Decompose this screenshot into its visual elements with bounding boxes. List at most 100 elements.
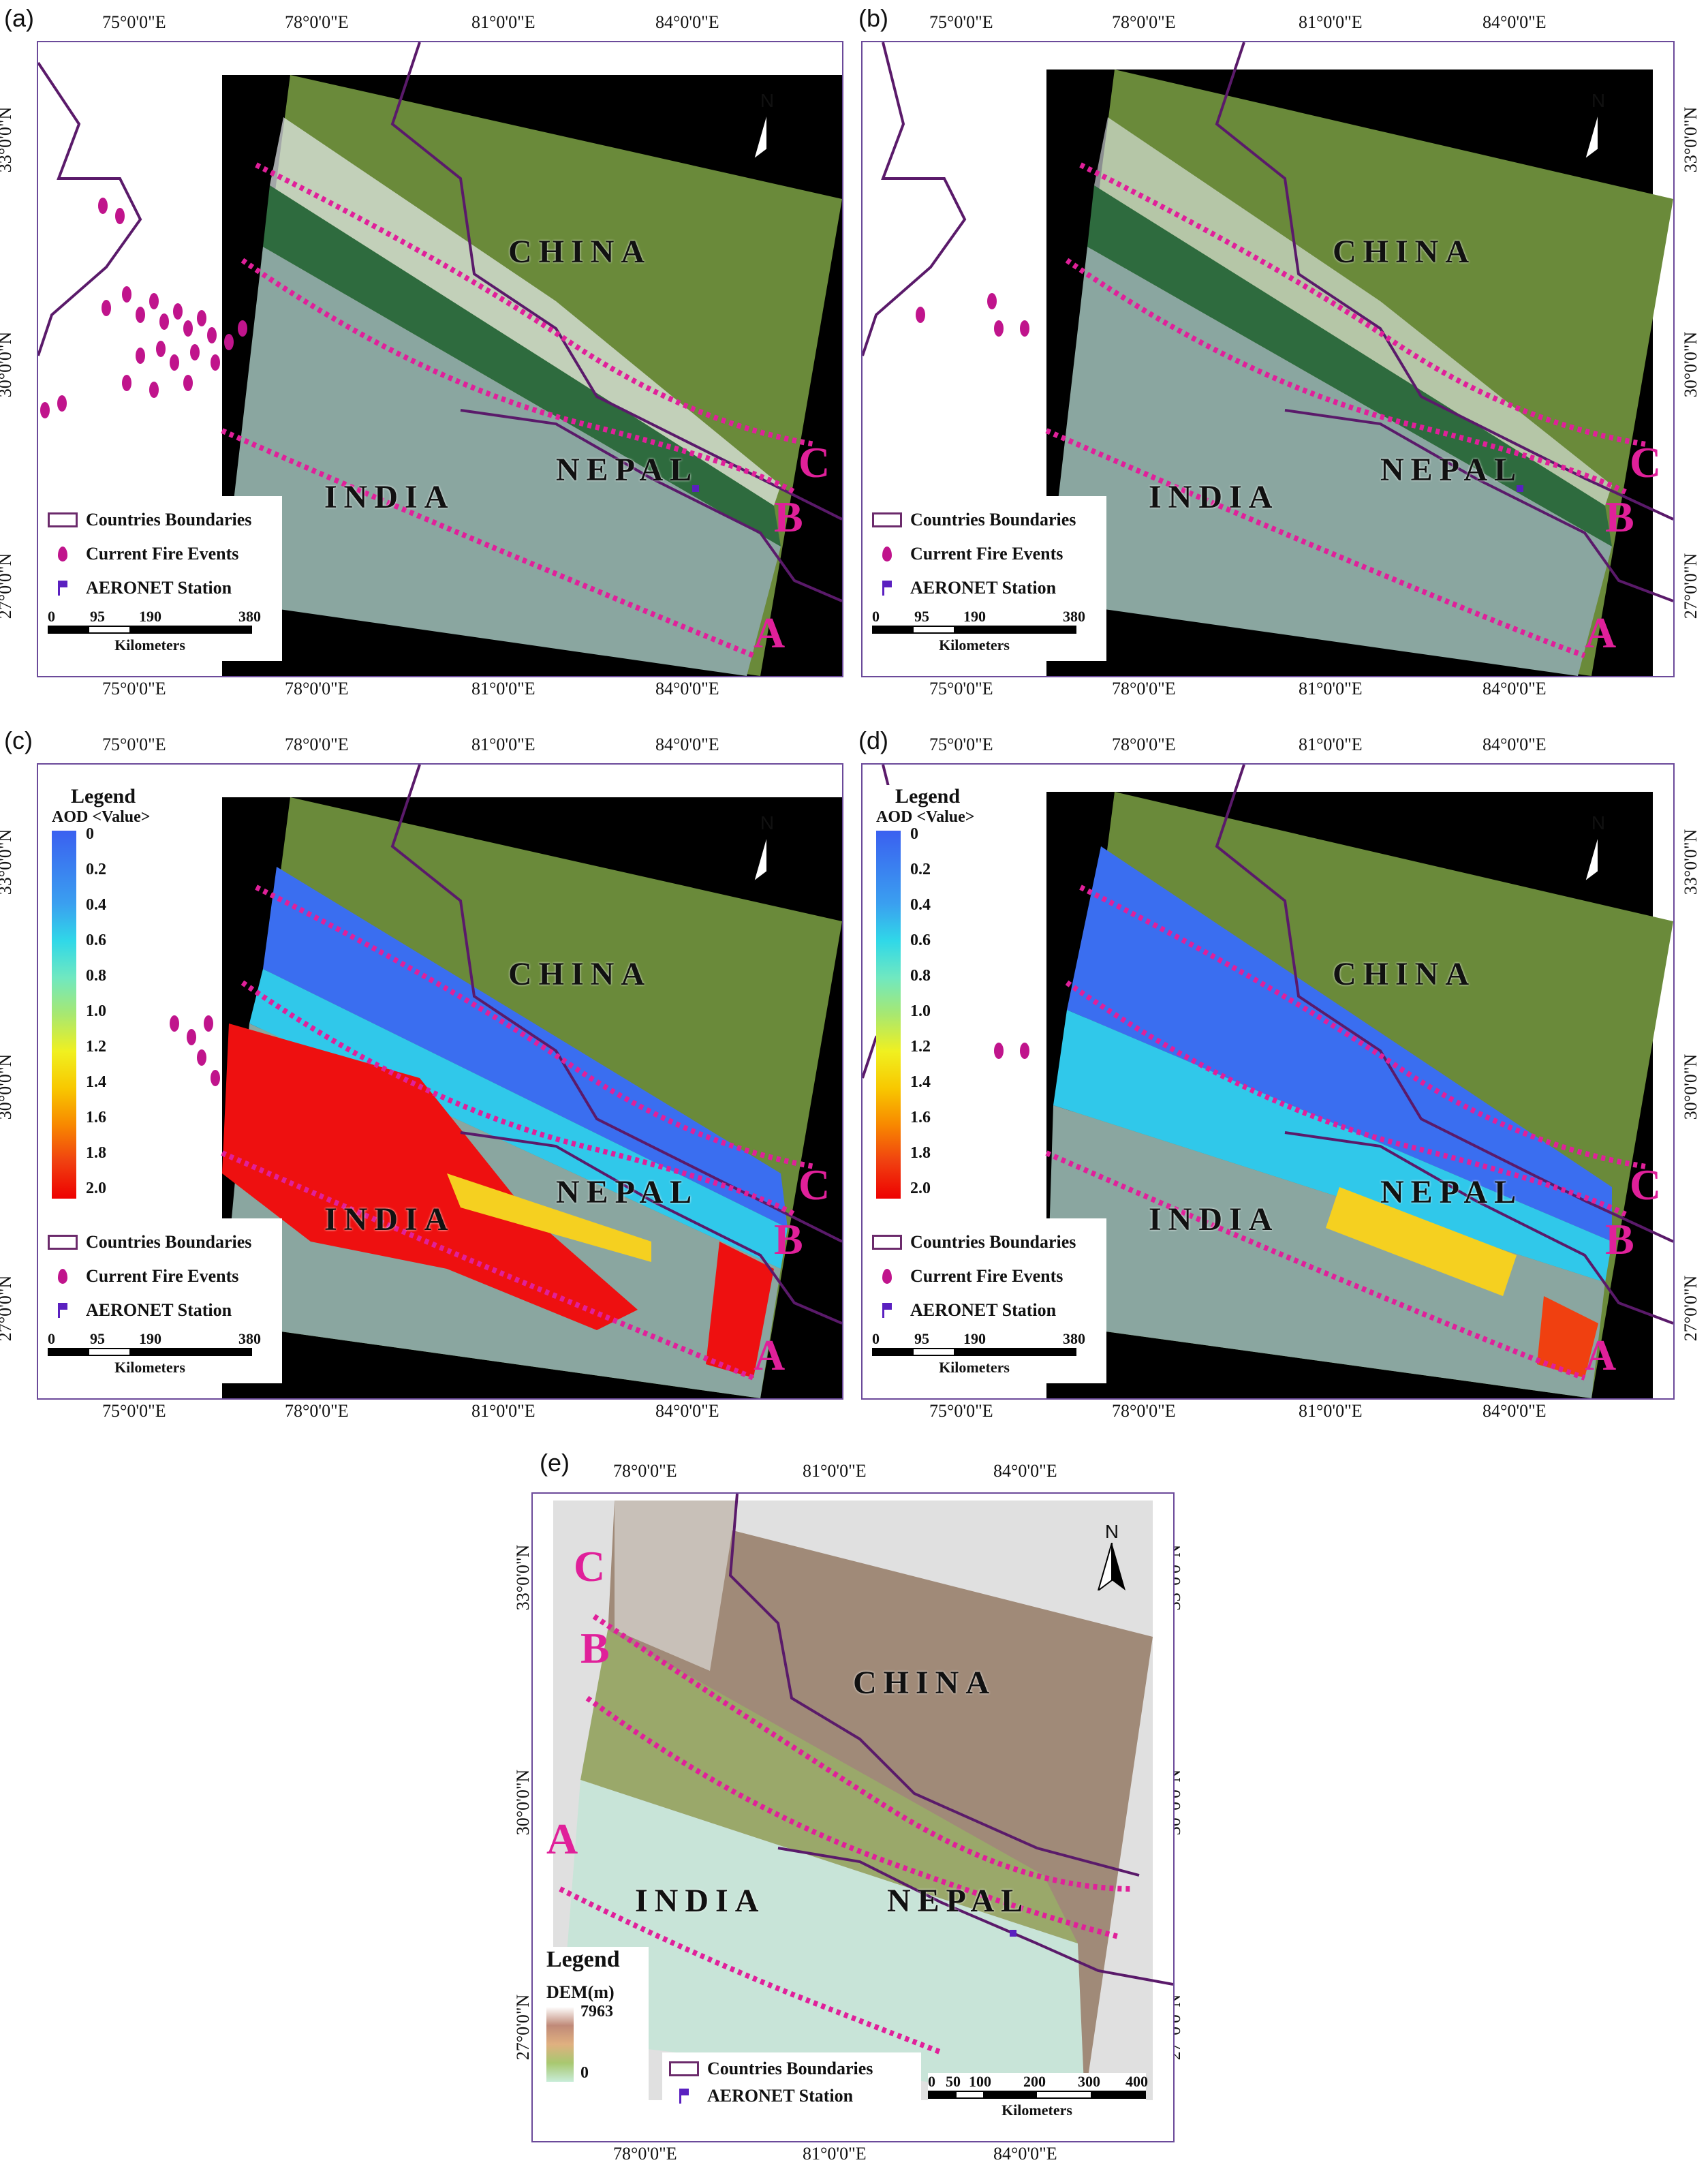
legend-aeronet: AERONET Station bbox=[86, 1300, 232, 1320]
lon-tick: 78°0'0"E bbox=[285, 12, 349, 32]
lon-tick: 78°0'0"E bbox=[613, 2144, 677, 2164]
aod-map bbox=[863, 765, 1673, 1398]
lat-tick: 30°0'0"N bbox=[1681, 1053, 1701, 1120]
region-india: INDIA bbox=[324, 479, 455, 515]
north-arrow: N bbox=[1578, 812, 1619, 887]
legend: Countries Boundaries Current Fire Events… bbox=[863, 1218, 1106, 1383]
region-china: CHINA bbox=[853, 1665, 997, 1701]
lat-tick: 33°0'0"N bbox=[0, 106, 16, 173]
scale-tick: 95 bbox=[90, 1330, 105, 1347]
legend-aeronet: AERONET Station bbox=[910, 578, 1057, 598]
scale-tick: 190 bbox=[963, 608, 986, 625]
legend-aeronet: AERONET Station bbox=[86, 578, 232, 598]
line-label-a: A bbox=[1585, 1331, 1617, 1379]
panel-label: (e) bbox=[540, 1449, 570, 1477]
line-label-b: B bbox=[774, 1215, 803, 1263]
line-label-c: C bbox=[1630, 438, 1662, 487]
lon-tick: 84°0'0"E bbox=[655, 679, 719, 698]
lat-tick: 30°0'0"N bbox=[513, 1769, 533, 1836]
satellite-map bbox=[863, 42, 1673, 676]
scale-tick: 0 bbox=[872, 1330, 880, 1347]
map-frame: CHINA NEPAL INDIA C B A N Countries Boun… bbox=[37, 41, 843, 677]
region-india: INDIA bbox=[635, 1883, 766, 1919]
aod-legend-subtitle: AOD <Value> bbox=[52, 808, 151, 826]
lon-tick: 75°0'0"E bbox=[102, 12, 166, 32]
aod-value: 1.6 bbox=[86, 1109, 106, 1126]
aod-value: 1.0 bbox=[86, 1002, 106, 1020]
map-frame: CHINA NEPAL INDIA C B A N Legend AOD <Va… bbox=[37, 763, 843, 1400]
fire-pin-icon bbox=[882, 547, 892, 562]
scale-unit: Kilometers bbox=[114, 636, 185, 653]
lon-tick: 78°0'0"E bbox=[285, 679, 349, 698]
scalebar: 0 95 190 380 Kilometers bbox=[872, 1330, 1085, 1376]
aod-value: 2.0 bbox=[86, 1180, 106, 1197]
scale-unit: Kilometers bbox=[114, 1359, 185, 1376]
panel-e: (e) 78°0'0"E 81°0'0"E 84°0'0"E 78°0'0"E … bbox=[497, 1445, 1220, 2167]
boundary-icon bbox=[48, 512, 78, 527]
lon-tick: 84°0'0"E bbox=[993, 1461, 1057, 1481]
lat-tick: 33°0'0"N bbox=[0, 829, 16, 895]
region-nepal: NEPAL bbox=[887, 1883, 1030, 1919]
scale-tick: 200 bbox=[1023, 2073, 1046, 2090]
legend-boundaries: Countries Boundaries bbox=[910, 510, 1076, 529]
scale-tick: 380 bbox=[1063, 1330, 1085, 1347]
line-label-b: B bbox=[1605, 493, 1634, 541]
aod-value: 1.4 bbox=[86, 1073, 106, 1091]
line-label-a: A bbox=[754, 609, 786, 657]
lat-tick: 27°0'0"N bbox=[1681, 1275, 1701, 1342]
north-arrow-icon bbox=[1583, 833, 1612, 884]
legend-aeronet: AERONET Station bbox=[910, 1300, 1057, 1320]
region-nepal: NEPAL bbox=[556, 452, 699, 488]
lat-tick: 30°0'0"N bbox=[0, 1053, 16, 1120]
scale-unit: Kilometers bbox=[939, 636, 1010, 653]
scale-unit: Kilometers bbox=[939, 1359, 1010, 1376]
aod-value: 0.2 bbox=[86, 861, 106, 878]
boundary-icon bbox=[48, 1235, 78, 1250]
aeronet-flag-icon bbox=[58, 581, 67, 596]
legend: Countries Boundaries AERONET Station bbox=[662, 2052, 921, 2112]
region-india: INDIA bbox=[1149, 1201, 1279, 1237]
line-label-a: A bbox=[754, 1331, 786, 1379]
panel-d: (d) 75°0'0"E 78°0'0"E 81°0'0"E 84°0'0"E … bbox=[854, 722, 1706, 1421]
region-nepal: NEPAL bbox=[1380, 452, 1523, 488]
legend-aeronet: AERONET Station bbox=[707, 2086, 854, 2106]
panel-a: (a) 75°0'0"E 78°0'0"E 81°0'0"E 84°0'0"E … bbox=[0, 0, 852, 698]
dem-max: 7963 bbox=[580, 2003, 613, 2020]
lat-tick: 33°0'0"N bbox=[1681, 829, 1701, 895]
north-arrow: N bbox=[747, 812, 788, 887]
lon-tick: 75°0'0"E bbox=[102, 679, 166, 698]
scalebar: 0 95 190 380 Kilometers bbox=[872, 608, 1085, 654]
legend: Countries Boundaries Current Fire Events… bbox=[38, 496, 282, 661]
panel-label: (c) bbox=[4, 726, 33, 754]
region-china: CHINA bbox=[508, 234, 652, 270]
region-nepal: NEPAL bbox=[1380, 1174, 1523, 1210]
aod-color-ramp bbox=[52, 831, 76, 1199]
aeronet-flag-icon bbox=[679, 2089, 689, 2104]
aod-value: 1.6 bbox=[910, 1109, 931, 1126]
lon-tick: 78°0'0"E bbox=[1112, 679, 1176, 698]
map-frame: CHINA NEPAL INDIA C B A N Legend DEM(m) … bbox=[531, 1492, 1175, 2142]
lat-tick: 27°0'0"N bbox=[0, 553, 16, 619]
lat-tick: 30°0'0"N bbox=[1681, 331, 1701, 398]
aod-legend: Legend AOD <Value> 0 0.2 0.4 0.6 0.8 1.0… bbox=[876, 785, 978, 1212]
satellite-map bbox=[38, 42, 842, 676]
lon-tick: 84°0'0"E bbox=[1482, 1401, 1547, 1421]
panel-label: (a) bbox=[4, 4, 34, 32]
boundary-icon bbox=[872, 1235, 902, 1250]
line-label-c: C bbox=[574, 1542, 606, 1590]
aod-value: 0.6 bbox=[910, 932, 931, 949]
lon-tick: 81°0'0"E bbox=[471, 12, 535, 32]
lon-tick: 84°0'0"E bbox=[655, 12, 719, 32]
aeronet-flag-icon bbox=[58, 1303, 67, 1318]
legend-fire: Current Fire Events bbox=[910, 1266, 1063, 1286]
north-arrow-icon bbox=[752, 111, 781, 161]
panel-b: (b) 75°0'0"E 78°0'0"E 81°0'0"E 84°0'0"E … bbox=[854, 0, 1706, 698]
scalebar: 0 50 100 200 300 400 Kilometers bbox=[928, 2073, 1148, 2119]
scale-tick: 0 bbox=[872, 608, 880, 625]
scalebar: 0 95 190 380 Kilometers bbox=[48, 608, 261, 654]
north-arrow-icon bbox=[1583, 111, 1612, 161]
scale-unit: Kilometers bbox=[1001, 2102, 1072, 2119]
scale-tick: 100 bbox=[969, 2073, 991, 2090]
aod-value: 2.0 bbox=[910, 1180, 931, 1197]
north-arrow: N bbox=[747, 90, 788, 164]
